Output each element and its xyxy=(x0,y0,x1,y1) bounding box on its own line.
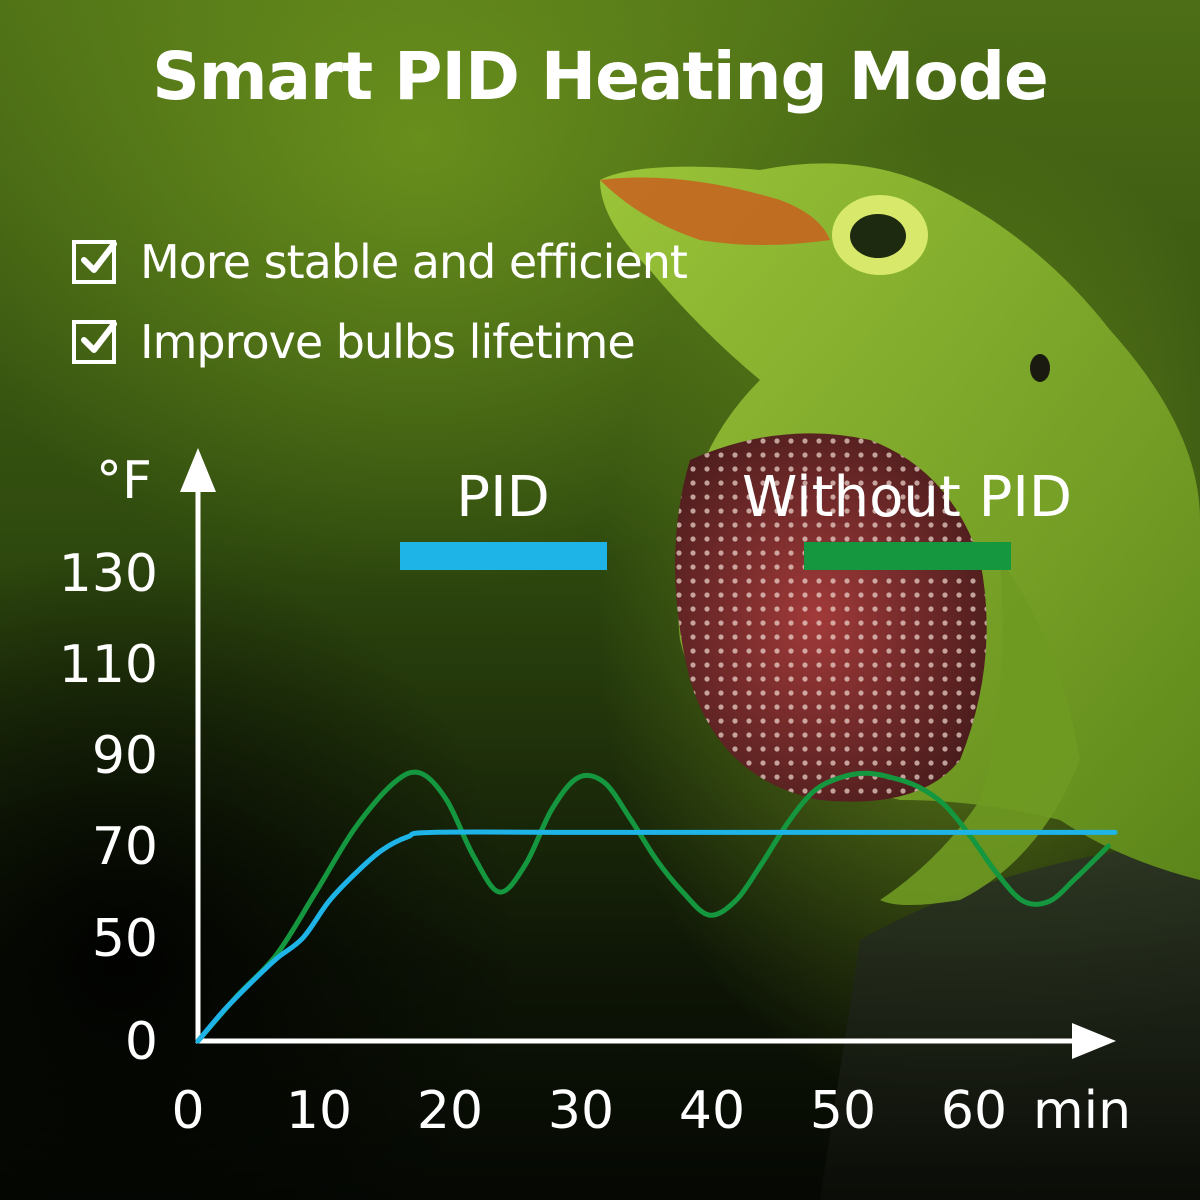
x-tick-label: 20 xyxy=(417,1081,483,1141)
y-axis-arrow-icon xyxy=(180,448,216,492)
series-line-pid xyxy=(195,829,1118,1044)
x-tick-label: 30 xyxy=(548,1081,614,1141)
y-tick-label: 90 xyxy=(92,726,158,786)
y-tick-label: 110 xyxy=(59,635,158,695)
feature-item: Improve bulbs lifetime xyxy=(72,312,636,372)
legend-swatch-pid xyxy=(400,542,607,570)
y-tick-label: 130 xyxy=(59,544,158,604)
x-axis-label: min xyxy=(1033,1081,1131,1141)
y-axis-label: °F xyxy=(96,451,152,511)
y-tick-label: 70 xyxy=(92,817,158,877)
x-axis-arrow-icon xyxy=(1072,1023,1116,1059)
feature-item: More stable and efficient xyxy=(72,232,688,292)
x-tick-label: 40 xyxy=(679,1081,745,1141)
checkbox-checked-icon xyxy=(72,320,117,364)
feature-label: Improve bulbs lifetime xyxy=(140,315,636,369)
checkbox-checked-icon xyxy=(72,240,117,284)
legend-label-without-pid: Without PID xyxy=(742,465,1072,530)
legend-swatch-without-pid xyxy=(804,542,1011,570)
x-tick-label: 50 xyxy=(810,1081,876,1141)
y-tick-label: 50 xyxy=(92,909,158,969)
page-title: Smart PID Heating Mode xyxy=(152,38,1049,115)
x-tick-label: 0 xyxy=(171,1081,204,1141)
y-tick-label: 0 xyxy=(125,1012,158,1072)
series-line-without-pid xyxy=(195,769,1111,1044)
legend-label-pid: PID xyxy=(456,465,549,530)
x-tick-label: 10 xyxy=(286,1081,352,1141)
feature-label: More stable and efficient xyxy=(140,235,688,289)
x-tick-label: 60 xyxy=(941,1081,1007,1141)
